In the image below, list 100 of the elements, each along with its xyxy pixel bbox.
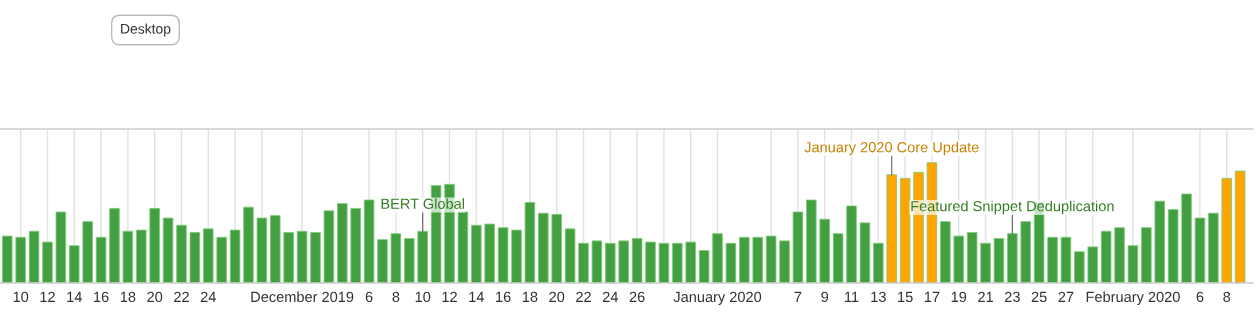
bar (685, 241, 696, 283)
bar (953, 235, 964, 283)
x-tick-label: 14 (67, 291, 82, 302)
x-tick-label: 6 (1196, 291, 1204, 303)
bar (846, 205, 857, 283)
bar (122, 230, 134, 283)
bar (109, 207, 120, 283)
bar (1020, 221, 1031, 283)
bar (270, 215, 281, 283)
bar (337, 203, 348, 283)
x-tick-label: 23 (1004, 291, 1020, 303)
bar (1208, 212, 1219, 283)
bar (725, 242, 737, 283)
bar (1100, 230, 1112, 283)
bar (42, 241, 53, 283)
bar (524, 201, 536, 283)
bar (69, 245, 80, 283)
bar (551, 214, 562, 283)
bar (1047, 236, 1058, 283)
bar (631, 238, 643, 283)
bar (216, 236, 227, 283)
text: Desktop (121, 23, 171, 37)
annotation: January 2020 Core Update (804, 141, 979, 156)
bar (497, 227, 509, 283)
x-tick-label: 22 (576, 291, 591, 302)
x-tick-label: 26 (629, 291, 645, 303)
bar (564, 228, 576, 283)
x-tick-label: 7 (794, 291, 802, 302)
bar (832, 233, 844, 283)
bar (2, 235, 13, 283)
bar (15, 236, 26, 283)
bar (256, 217, 268, 283)
bar (203, 228, 214, 283)
bar (672, 242, 683, 283)
x-tick-label: 20 (549, 291, 565, 303)
x-tick-label: 10 (13, 291, 29, 303)
bar (95, 236, 107, 283)
bar (377, 239, 388, 283)
x-tick-label: 20 (147, 291, 163, 303)
x-tick-label: 27 (1058, 291, 1074, 302)
bar (765, 235, 777, 283)
bar (752, 236, 763, 283)
bar (390, 233, 402, 283)
x-tick-label: 15 (898, 291, 913, 303)
x-tick-label: 24 (200, 291, 216, 302)
bar (698, 250, 710, 283)
bar (404, 238, 415, 283)
bar (712, 233, 723, 283)
bar (55, 211, 67, 283)
bar (1181, 193, 1192, 283)
x-tick-label: 8 (1223, 291, 1231, 303)
x-tick-label: January 2020 (673, 291, 762, 305)
x-tick-label: 16 (94, 291, 109, 303)
bar (1154, 200, 1165, 283)
x-tick-label: 16 (496, 291, 511, 303)
bar (136, 229, 147, 283)
bar (296, 230, 308, 283)
bar (792, 211, 804, 283)
bar (658, 242, 670, 283)
bar (873, 242, 884, 283)
annotation: Featured Snippet Deduplication (911, 200, 1114, 215)
bar (149, 207, 160, 283)
x-tick-label: 18 (522, 291, 538, 303)
bar (819, 218, 830, 283)
bar (899, 177, 911, 283)
bar (1087, 246, 1098, 283)
bar (605, 242, 616, 283)
bar (471, 224, 482, 283)
bar (966, 232, 978, 283)
x-tick-label: 18 (120, 291, 136, 303)
x-tick-label: 19 (951, 291, 967, 303)
bar (591, 240, 603, 283)
x-tick-label: 12 (40, 291, 55, 302)
bar (162, 217, 174, 283)
bar (1007, 233, 1018, 283)
bar (310, 232, 321, 283)
bar (779, 240, 790, 283)
x-tick-label: December 2019 (251, 291, 354, 303)
bar (1221, 177, 1232, 283)
x-tick-label: 8 (392, 291, 400, 303)
x-tick-label: 21 (978, 291, 993, 302)
x-tick-label: 11 (845, 291, 859, 302)
bar (1167, 209, 1179, 283)
bar (1127, 245, 1139, 283)
bar (980, 242, 991, 283)
bar (350, 207, 361, 283)
bar (229, 229, 241, 283)
x-tick-label: 13 (871, 291, 886, 303)
bar (457, 211, 469, 283)
bar (28, 230, 40, 283)
bar (859, 222, 871, 283)
bar (1194, 217, 1206, 283)
x-tick-label: 22 (174, 291, 189, 302)
x-tick-label: 17 (924, 291, 940, 302)
bar (189, 232, 201, 283)
bar (645, 241, 656, 283)
bar (176, 224, 187, 283)
x-tick-label: February 2020 (1086, 291, 1180, 305)
bar (511, 229, 522, 283)
bar (323, 210, 335, 283)
